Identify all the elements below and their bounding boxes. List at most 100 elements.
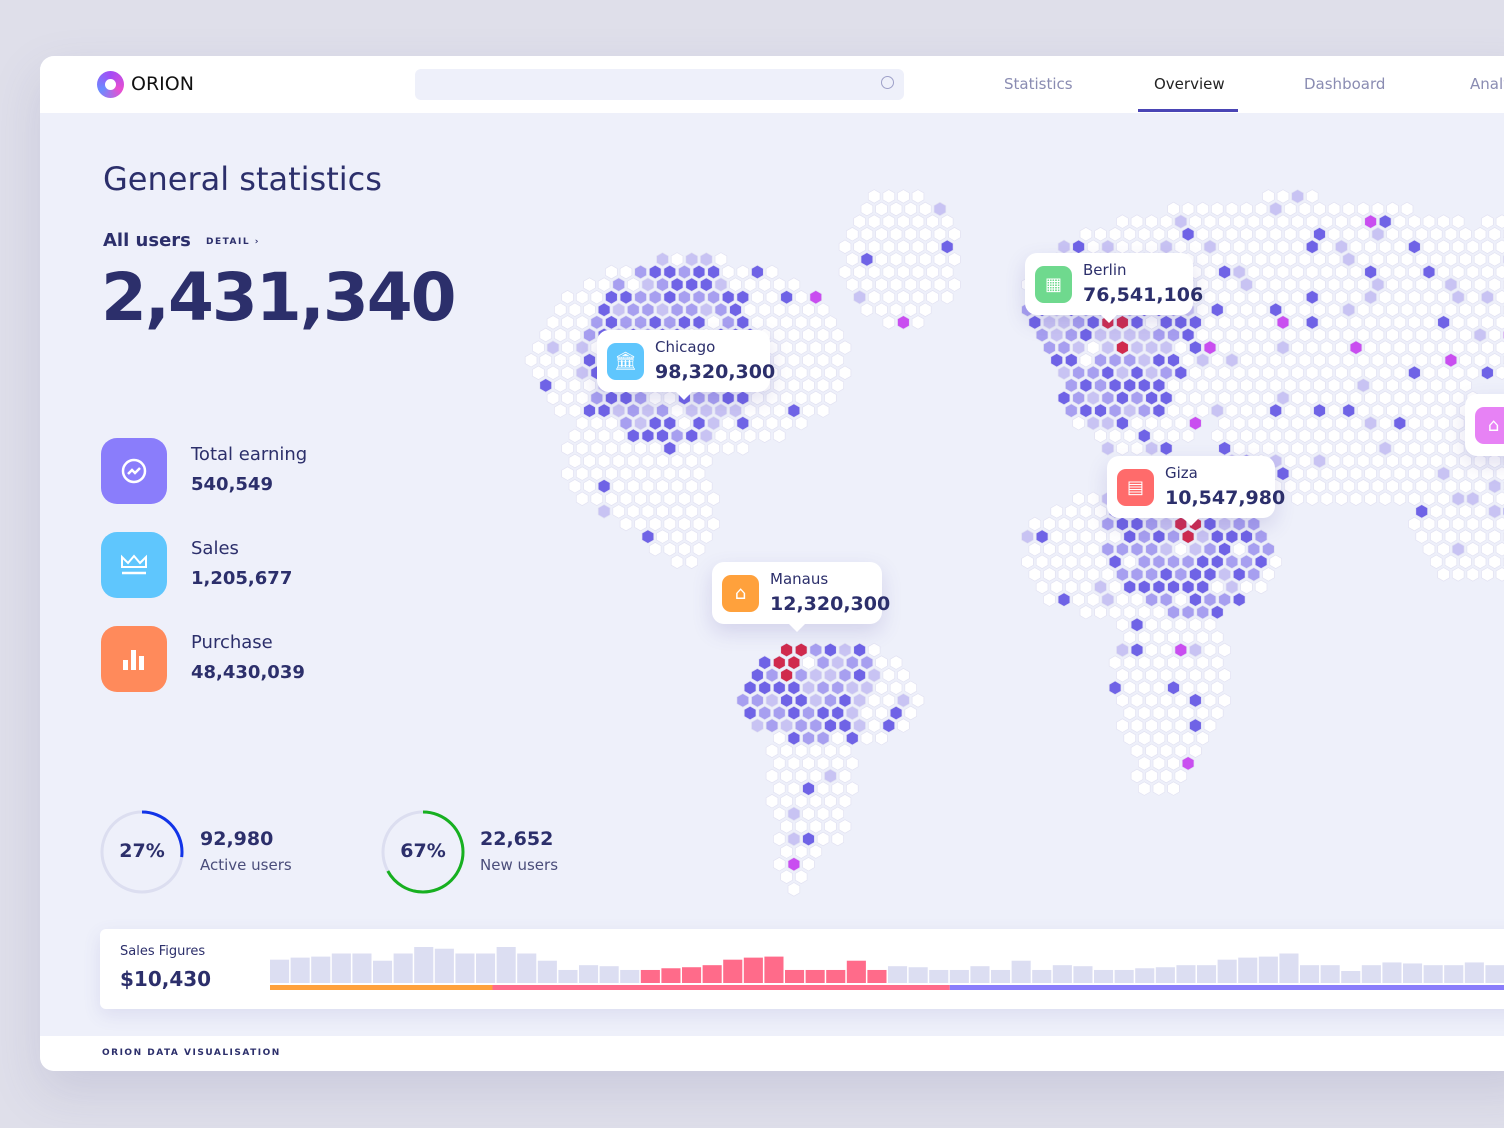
hex-cell bbox=[816, 403, 830, 418]
map-tooltip-chicago[interactable]: 🏛 Chicago 98,320,300 bbox=[597, 330, 775, 400]
hex-cell bbox=[765, 289, 779, 305]
hex-cell bbox=[1043, 340, 1056, 355]
hex-cell bbox=[670, 302, 684, 318]
hex-cell bbox=[1400, 352, 1414, 368]
hex-cell bbox=[1159, 516, 1173, 532]
hex-cell bbox=[1057, 592, 1071, 607]
hex-cell bbox=[1159, 365, 1173, 381]
hex-cell bbox=[1108, 529, 1122, 544]
hex-cell bbox=[846, 705, 859, 721]
crown-icon bbox=[101, 532, 167, 598]
hex-cell bbox=[1247, 541, 1261, 557]
hex-cell bbox=[583, 352, 596, 368]
hex-cell bbox=[1145, 592, 1158, 607]
map-tooltip-partial[interactable]: ⌂ bbox=[1465, 394, 1504, 456]
hex-cell bbox=[1211, 226, 1224, 242]
hex-cell bbox=[1473, 529, 1487, 544]
hex-cell bbox=[678, 441, 691, 456]
hex-cell bbox=[1473, 453, 1487, 469]
hex-cell bbox=[1422, 516, 1436, 532]
hex-cell bbox=[860, 705, 874, 721]
sales-bar bbox=[1135, 968, 1155, 983]
hex-cell bbox=[663, 390, 677, 406]
hex-cell bbox=[1181, 529, 1195, 544]
hex-cell bbox=[605, 264, 618, 280]
hex-cell bbox=[1145, 441, 1158, 456]
hex-cell bbox=[1444, 504, 1458, 519]
hex-cell bbox=[1196, 226, 1209, 242]
hex-cell bbox=[1335, 340, 1348, 355]
hex-cell bbox=[838, 365, 852, 381]
hex-cell bbox=[1415, 302, 1428, 318]
hex-world-map[interactable] bbox=[40, 113, 1504, 933]
hex-cell bbox=[787, 277, 801, 292]
hex-cell bbox=[1232, 415, 1246, 431]
hex-cell bbox=[1072, 567, 1085, 582]
hex-cell bbox=[1298, 352, 1312, 368]
hex-cell bbox=[824, 793, 837, 809]
hex-cell bbox=[736, 264, 750, 280]
hex-cell bbox=[1167, 655, 1180, 670]
hex-cell bbox=[1028, 516, 1042, 532]
hex-cell bbox=[1269, 201, 1282, 217]
hex-cell bbox=[1152, 226, 1166, 242]
hex-cell bbox=[889, 680, 903, 696]
hex-cell bbox=[597, 302, 611, 318]
hex-cell bbox=[1072, 516, 1085, 532]
hex-cell bbox=[590, 415, 604, 431]
sales-bar-chart[interactable] bbox=[270, 929, 1504, 1009]
hex-cell bbox=[1159, 592, 1173, 607]
sales-bar bbox=[393, 953, 413, 983]
hex-cell bbox=[1408, 415, 1421, 431]
hex-cell bbox=[1364, 214, 1377, 229]
detail-link[interactable]: DETAIL › bbox=[206, 237, 260, 247]
hex-cell bbox=[561, 466, 574, 481]
hex-cell bbox=[1364, 415, 1377, 431]
hex-cell bbox=[773, 403, 786, 418]
hex-cell bbox=[1079, 403, 1093, 418]
hex-cell bbox=[1152, 730, 1166, 746]
sales-label: Sales Figures bbox=[120, 944, 206, 959]
hex-cell bbox=[663, 415, 677, 431]
hex-cell bbox=[765, 667, 779, 683]
hex-cell bbox=[605, 441, 618, 456]
map-tooltip-manaus[interactable]: ⌂ Manaus 12,320,300 bbox=[712, 562, 890, 632]
search-icon[interactable] bbox=[881, 76, 894, 89]
hex-cell bbox=[824, 315, 837, 330]
building-icon: ▦ bbox=[1035, 266, 1072, 303]
hex-cell bbox=[1262, 289, 1275, 305]
sales-bar bbox=[929, 969, 949, 983]
hex-cell bbox=[1159, 390, 1173, 406]
nav-overview[interactable]: Overview bbox=[1154, 75, 1225, 93]
nav-dashboard[interactable]: Dashboard bbox=[1304, 75, 1386, 93]
sales-bar bbox=[373, 960, 393, 983]
hex-cell bbox=[1050, 554, 1063, 570]
nav-statistics[interactable]: Statistics bbox=[1004, 75, 1073, 93]
nav-analytics[interactable]: Analytics bbox=[1470, 75, 1504, 93]
map-tooltip-giza[interactable]: ▤ Giza 10,547,980 bbox=[1107, 456, 1285, 526]
search-input[interactable] bbox=[415, 69, 904, 100]
hex-cell bbox=[1400, 403, 1414, 418]
hex-cell bbox=[619, 491, 633, 507]
hex-cell bbox=[1189, 541, 1202, 557]
hex-cell bbox=[554, 403, 567, 418]
hex-cell bbox=[1101, 592, 1115, 607]
hex-cell bbox=[816, 806, 830, 822]
hex-cell bbox=[765, 693, 779, 708]
hex-cell bbox=[816, 302, 830, 318]
hex-cell bbox=[1342, 478, 1355, 494]
hex-cell bbox=[751, 415, 764, 431]
hex-cell bbox=[1291, 289, 1304, 305]
sales-bar bbox=[1279, 953, 1299, 983]
hex-cell bbox=[1218, 214, 1231, 229]
hex-cell bbox=[1152, 756, 1166, 771]
map-tooltip-berlin[interactable]: ▦ Berlin 76,541,106 bbox=[1025, 253, 1203, 323]
hex-cell bbox=[1101, 340, 1115, 355]
hex-cell bbox=[1444, 403, 1458, 418]
hex-cell bbox=[1371, 453, 1385, 469]
hex-cell bbox=[670, 529, 684, 544]
hex-cell bbox=[794, 844, 808, 859]
hex-cell bbox=[787, 756, 801, 771]
hex-cell bbox=[1444, 378, 1458, 393]
hex-cell bbox=[1298, 327, 1312, 343]
